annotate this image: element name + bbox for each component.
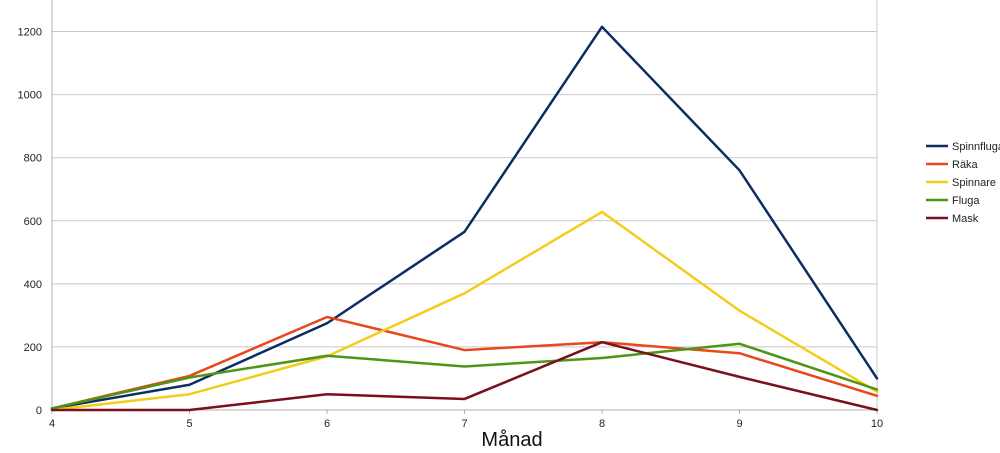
y-tick-label: 1200 [18, 27, 42, 39]
y-tick-label: 1000 [18, 90, 42, 102]
x-tick-label: 4 [49, 418, 55, 430]
legend-label: Fluga [952, 195, 980, 207]
x-tick-label: 7 [461, 418, 467, 430]
y-tick-label: 400 [24, 279, 42, 291]
grid-lines [52, 31, 877, 348]
y-tick-label: 800 [24, 153, 42, 165]
axes [51, 0, 878, 414]
series-line [50, 210, 879, 412]
legend-label: Spinnfluga [952, 141, 1000, 153]
x-tick-label: 9 [736, 418, 742, 430]
y-tick-label: 200 [24, 342, 42, 354]
series-line [50, 342, 879, 410]
series-line [50, 25, 879, 410]
x-tick-label: 10 [871, 418, 883, 430]
series-line [50, 315, 879, 410]
x-tick-labels: 4 5 6 7 8 9 10 [49, 418, 883, 430]
legend-label: Spinnare [952, 177, 996, 189]
x-axis-title: Månad [481, 429, 542, 451]
x-tick-label: 8 [599, 418, 605, 430]
legend-label: Mask [952, 213, 979, 225]
x-tick-label: 5 [186, 418, 192, 430]
legend-label: Räka [952, 159, 979, 171]
legend: Spinnfluga Räka Spinnare Fluga Mask [926, 141, 1000, 225]
y-tick-label: 0 [36, 405, 42, 417]
series-lines [50, 25, 879, 412]
series-line [50, 340, 879, 412]
x-tick-label: 6 [324, 418, 330, 430]
y-tick-label: 600 [24, 216, 42, 228]
y-tick-labels: 0 200 400 600 800 1000 1200 [18, 27, 42, 417]
